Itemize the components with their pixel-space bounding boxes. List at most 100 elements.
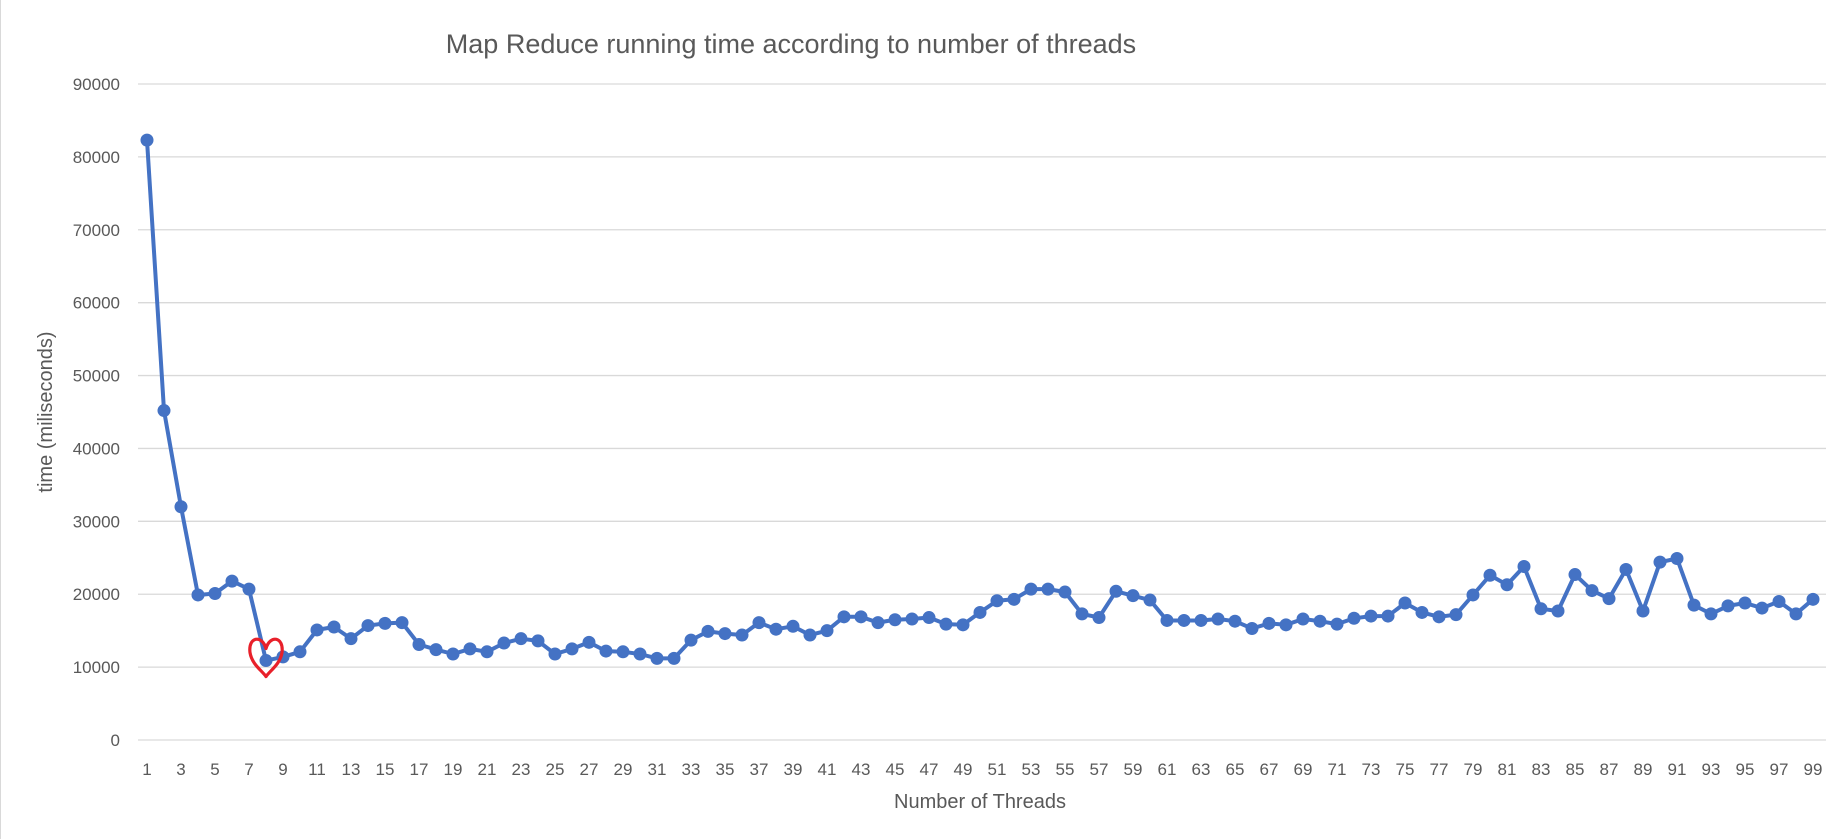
x-tick-label: 19: [444, 760, 463, 779]
data-point: [548, 647, 562, 661]
data-point: [1755, 601, 1769, 615]
x-tick-label: 87: [1600, 760, 1619, 779]
y-tick-label: 60000: [73, 294, 120, 313]
data-point: [327, 620, 341, 634]
data-point: [616, 645, 630, 659]
data-point: [1024, 582, 1038, 596]
data-point: [871, 616, 885, 630]
x-tick-label: 55: [1056, 760, 1075, 779]
x-tick-label: 73: [1362, 760, 1381, 779]
x-tick-label: 93: [1702, 760, 1721, 779]
data-point: [1143, 593, 1157, 607]
data-point: [1687, 598, 1701, 612]
x-axis-title: Number of Threads: [894, 791, 1066, 813]
data-point: [939, 617, 953, 631]
y-tick-label: 80000: [73, 148, 120, 167]
data-point: [1789, 607, 1803, 621]
y-tick-label: 0: [111, 731, 120, 750]
data-point: [208, 586, 222, 600]
x-tick-label: 7: [244, 760, 253, 779]
x-tick-label: 95: [1736, 760, 1755, 779]
data-point: [497, 636, 511, 650]
data-point: [888, 613, 902, 627]
data-point: [242, 582, 256, 596]
data-point: [1415, 605, 1429, 619]
data-point: [174, 500, 188, 514]
data-point: [1585, 584, 1599, 598]
x-tick-label: 23: [512, 760, 531, 779]
data-point: [735, 628, 749, 642]
x-tick-label: 81: [1498, 760, 1517, 779]
x-tick-label: 53: [1022, 760, 1041, 779]
y-tick-label: 50000: [73, 367, 120, 386]
data-point: [633, 647, 647, 661]
data-point: [1721, 599, 1735, 613]
data-point: [1092, 611, 1106, 625]
x-tick-label: 21: [478, 760, 497, 779]
data-point: [582, 635, 596, 649]
data-point: [701, 624, 715, 638]
y-tick-label: 90000: [73, 75, 120, 94]
data-point: [1636, 604, 1650, 618]
x-tick-label: 67: [1260, 760, 1279, 779]
x-tick-label: 13: [342, 760, 361, 779]
x-tick-label: 39: [784, 760, 803, 779]
x-tick-label: 89: [1634, 760, 1653, 779]
data-point: [1313, 614, 1327, 628]
data-point: [1653, 555, 1667, 569]
data-point: [157, 404, 171, 418]
data-point: [514, 632, 528, 646]
data-point: [599, 644, 613, 658]
data-point: [361, 619, 375, 633]
data-point: [667, 651, 681, 665]
y-tick-label: 70000: [73, 221, 120, 240]
data-point: [973, 605, 987, 619]
data-point: [1126, 589, 1140, 603]
data-point: [752, 616, 766, 630]
data-point: [225, 574, 239, 588]
x-tick-label: 43: [852, 760, 871, 779]
x-axis-ticks: 1 3 5 7 9 11 13 15 17 19 21 23 25 27 29 31 33 35 37 39 41 43 4…: [142, 760, 1822, 779]
x-tick-label: 9: [278, 760, 287, 779]
data-point: [1245, 621, 1259, 635]
data-point: [259, 654, 273, 668]
x-tick-label: 15: [376, 760, 395, 779]
data-point: [191, 588, 205, 602]
data-points: [140, 133, 1820, 668]
data-point: [565, 642, 579, 656]
y-tick-label: 10000: [73, 658, 120, 677]
x-tick-label: 85: [1566, 760, 1585, 779]
y-axis-title: time (miliseconds): [35, 331, 57, 492]
data-point: [837, 610, 851, 624]
data-point: [1211, 612, 1225, 626]
data-point: [684, 633, 698, 647]
heart-annotation-icon: [248, 637, 284, 679]
data-point: [140, 133, 154, 147]
x-tick-label: 49: [954, 760, 973, 779]
data-point: [1517, 560, 1531, 574]
data-point: [650, 651, 664, 665]
x-tick-label: 71: [1328, 760, 1347, 779]
data-point: [1602, 592, 1616, 606]
data-point: [820, 624, 834, 638]
data-point: [412, 638, 426, 652]
y-tick-label: 40000: [73, 439, 120, 458]
data-point: [429, 643, 443, 657]
data-point: [1483, 568, 1497, 582]
data-point: [1262, 616, 1276, 630]
x-tick-label: 97: [1770, 760, 1789, 779]
data-point: [1568, 568, 1582, 582]
y-tick-label: 30000: [73, 512, 120, 531]
x-tick-label: 1: [142, 760, 151, 779]
x-tick-label: 79: [1464, 760, 1483, 779]
x-tick-label: 25: [546, 760, 565, 779]
data-point: [990, 594, 1004, 608]
data-point: [1364, 609, 1378, 623]
data-point: [1347, 611, 1361, 625]
x-tick-label: 57: [1090, 760, 1109, 779]
data-point: [1296, 612, 1310, 626]
x-tick-label: 29: [614, 760, 633, 779]
data-point: [1670, 552, 1684, 566]
